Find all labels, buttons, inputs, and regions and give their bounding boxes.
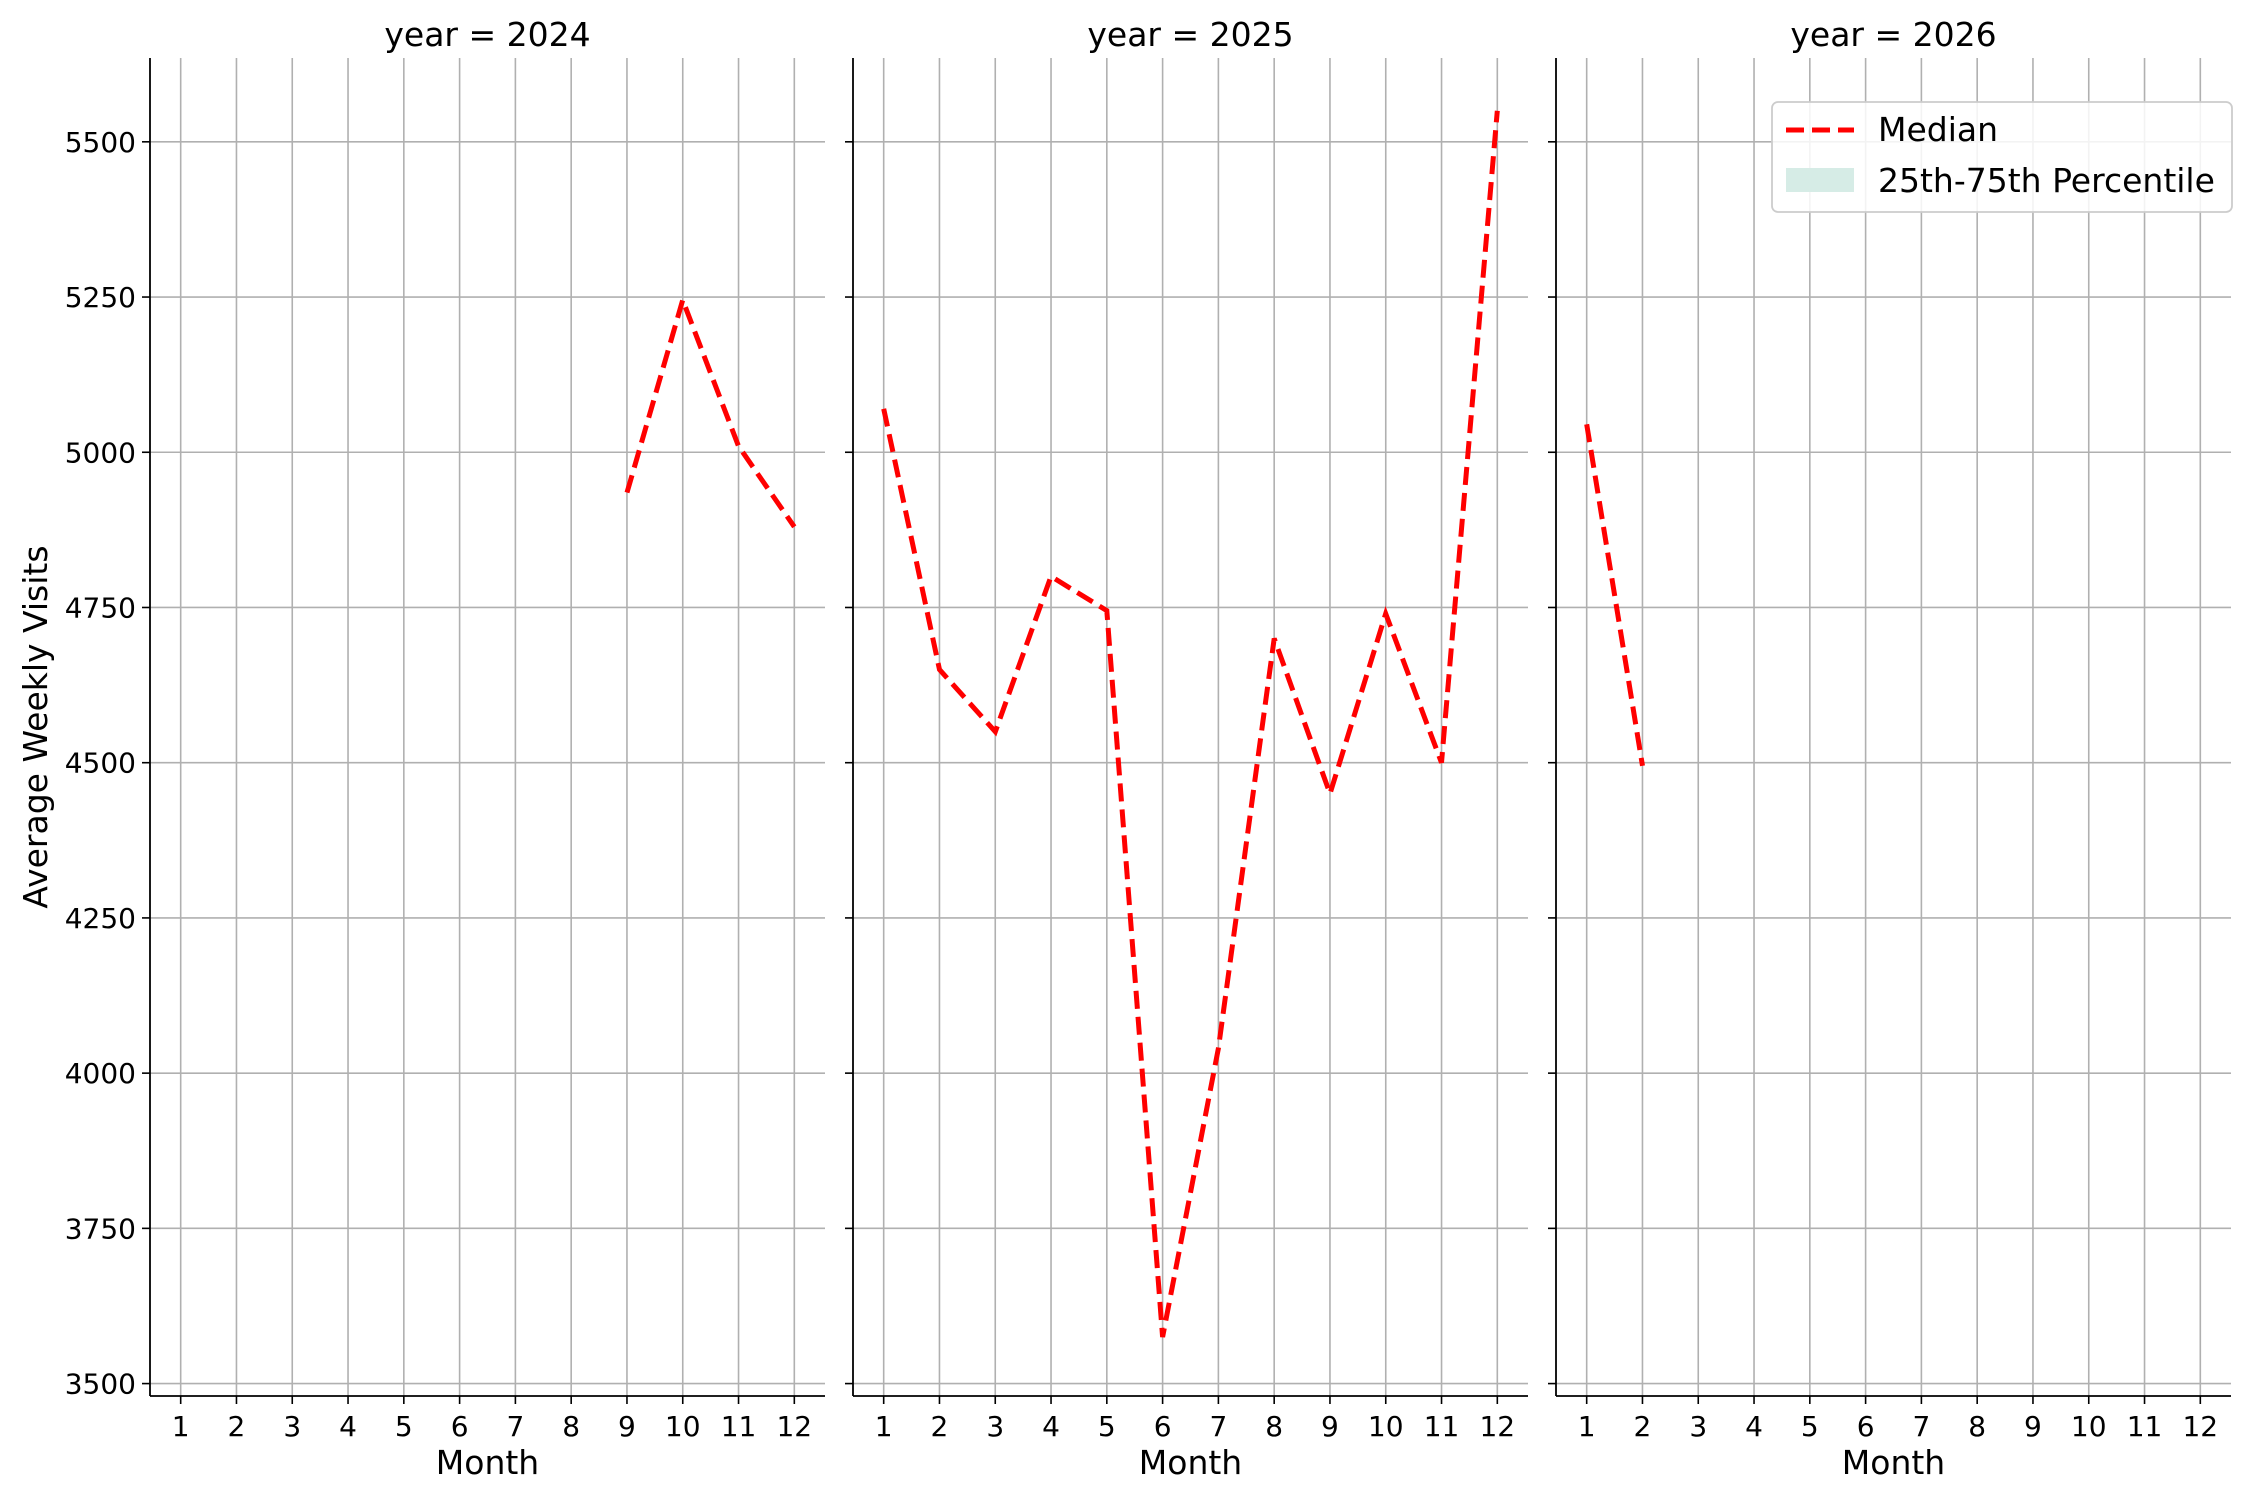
x-tick-label: 10 xyxy=(665,1410,701,1443)
x-tick-label: 8 xyxy=(562,1410,580,1443)
legend-band-swatch xyxy=(1786,168,1854,192)
x-axis-label: Month xyxy=(1139,1443,1242,1482)
y-tick-label: 5250 xyxy=(65,281,136,314)
x-tick-label: 11 xyxy=(1424,1410,1460,1443)
y-tick-label: 5000 xyxy=(65,436,136,469)
y-tick-label: 3750 xyxy=(65,1212,136,1245)
x-tick-label: 4 xyxy=(339,1410,357,1443)
x-tick-label: 3 xyxy=(1689,1410,1707,1443)
x-tick-label: 3 xyxy=(283,1410,301,1443)
panel-title: year = 2024 xyxy=(384,15,590,54)
x-tick-label: 9 xyxy=(618,1410,636,1443)
x-tick-label: 6 xyxy=(451,1410,469,1443)
panel-title: year = 2026 xyxy=(1790,15,1996,54)
panel-title: year = 2025 xyxy=(1087,15,1293,54)
x-tick-label: 6 xyxy=(1857,1410,1875,1443)
x-tick-label: 5 xyxy=(395,1410,413,1443)
legend-label-percentile: 25th-75th Percentile xyxy=(1878,161,2215,200)
x-tick-label: 11 xyxy=(721,1410,757,1443)
x-tick-label: 6 xyxy=(1154,1410,1172,1443)
y-tick-label: 4500 xyxy=(65,747,136,780)
x-tick-label: 10 xyxy=(2071,1410,2107,1443)
x-tick-label: 12 xyxy=(1479,1410,1515,1443)
median-line xyxy=(881,110,1500,1338)
x-tick-label: 2 xyxy=(228,1410,246,1443)
x-tick-label: 10 xyxy=(1368,1410,1404,1443)
x-tick-label: 7 xyxy=(506,1410,524,1443)
x-tick-label: 9 xyxy=(1321,1410,1339,1443)
legend-label-median: Median xyxy=(1878,110,1998,149)
x-tick-label: 4 xyxy=(1745,1410,1763,1443)
x-tick-label: 4 xyxy=(1042,1410,1060,1443)
y-tick-label: 4000 xyxy=(65,1057,136,1090)
y-axis-label: Average Weekly Visits xyxy=(16,545,55,908)
x-axis-label: Month xyxy=(436,1443,539,1482)
y-tick-label: 5500 xyxy=(65,126,136,159)
x-tick-label: 1 xyxy=(875,1410,893,1443)
x-tick-label: 5 xyxy=(1098,1410,1116,1443)
x-tick-label: 2 xyxy=(931,1410,949,1443)
median-line xyxy=(1584,423,1645,767)
x-tick-label: 1 xyxy=(1578,1410,1596,1443)
x-tick-label: 12 xyxy=(776,1410,812,1443)
x-tick-label: 3 xyxy=(986,1410,1004,1443)
x-tick-label: 8 xyxy=(1265,1410,1283,1443)
x-tick-label: 1 xyxy=(172,1410,190,1443)
x-tick-label: 11 xyxy=(2127,1410,2163,1443)
y-tick-label: 3500 xyxy=(65,1368,136,1401)
x-tick-label: 5 xyxy=(1801,1410,1819,1443)
x-tick-label: 9 xyxy=(2024,1410,2042,1443)
x-tick-label: 7 xyxy=(1912,1410,1930,1443)
x-tick-label: 7 xyxy=(1209,1410,1227,1443)
x-tick-label: 2 xyxy=(1634,1410,1652,1443)
y-tick-label: 4750 xyxy=(65,591,136,624)
legend-box xyxy=(1771,101,2233,213)
x-tick-label: 8 xyxy=(1968,1410,1986,1443)
median-line xyxy=(624,292,797,529)
x-tick-label: 12 xyxy=(2182,1410,2218,1443)
y-tick-label: 4250 xyxy=(65,902,136,935)
x-axis-label: Month xyxy=(1842,1443,1945,1482)
